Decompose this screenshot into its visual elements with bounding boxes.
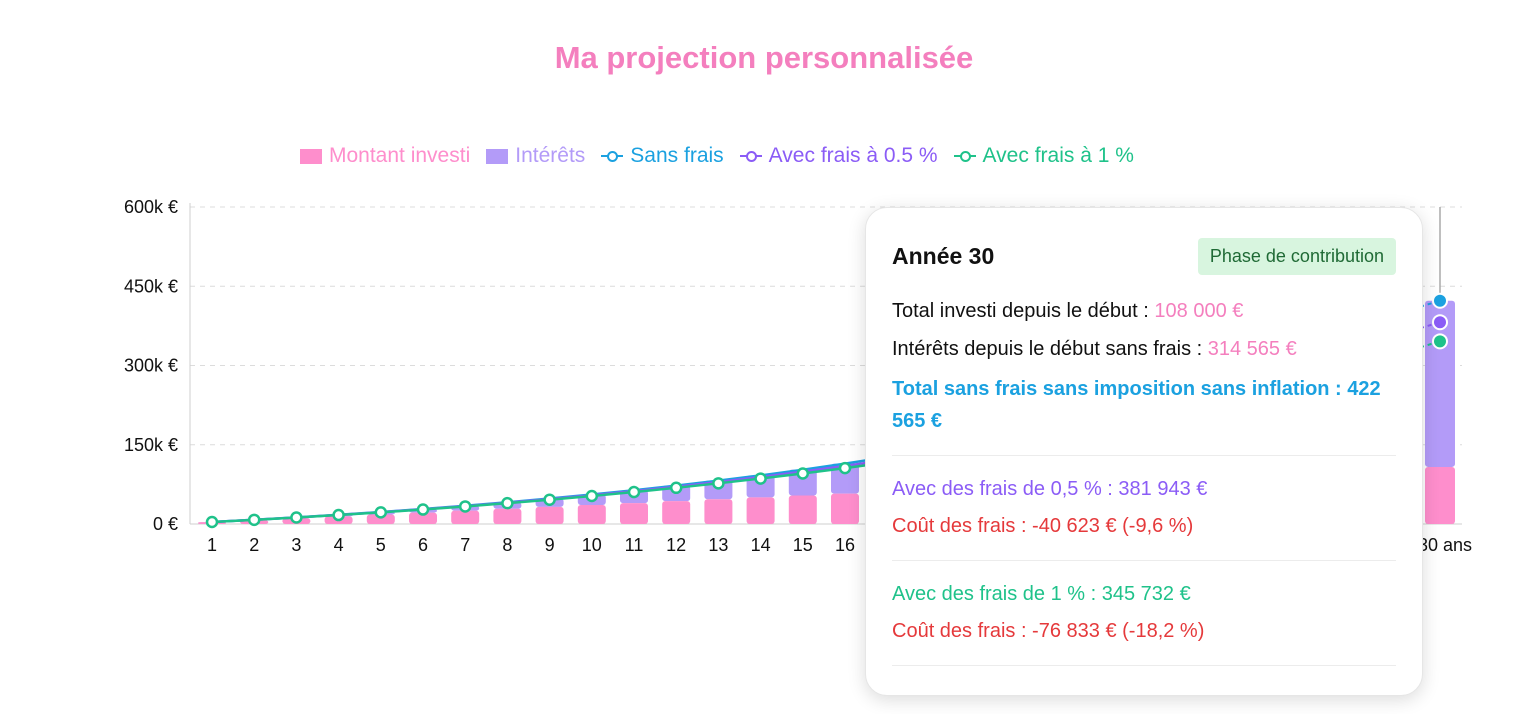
legend-swatch-invested (300, 148, 322, 164)
legend-item-fee-05[interactable]: Avec frais à 0.5 % (739, 144, 938, 168)
tooltip-year: Année 30 (892, 243, 995, 269)
legend-item-interest[interactable]: Intérêts (486, 144, 585, 168)
tooltip-interest-value: 314 565 € (1207, 338, 1297, 360)
point-fee-1 (669, 481, 683, 495)
x-tick-label: 12 (666, 535, 686, 555)
tooltip-total-no-fee: Total sans frais sans imposition sans in… (892, 378, 1381, 432)
legend-swatch-interest (486, 148, 509, 164)
bar-invested (788, 495, 817, 524)
point-fee-1 (627, 485, 641, 499)
bar-interest (746, 475, 775, 498)
bar-interest (788, 469, 817, 496)
point-fee-1 (205, 515, 219, 529)
bar-invested (662, 501, 691, 524)
legend-label-interest: Intérêts (515, 144, 586, 167)
bar-invested (746, 497, 775, 524)
x-tick-label: 1 (207, 535, 217, 555)
bar-invested (704, 499, 733, 524)
active-point-fee-1 (1432, 333, 1448, 350)
legend-label-no-fee: Sans frais (630, 144, 724, 167)
legend-item-fee-1[interactable]: Avec frais à 1 % (953, 144, 1134, 168)
chart-tooltip: Année 30 Phase de contribution Total inv… (865, 207, 1423, 696)
bar-invested (451, 510, 480, 524)
legend-line-marker-icon (739, 148, 762, 164)
point-fee-1 (501, 496, 514, 510)
point-fee-1 (585, 489, 599, 503)
bar-invested (493, 508, 522, 524)
bar-invested (831, 493, 859, 524)
point-fee-1 (458, 500, 472, 513)
chart-legend: Montant investi Intérêts Sans frais Avec… (300, 144, 1134, 168)
tooltip-fee1-cost: Coût des frais : -76 833 € (-18,2 %) (892, 620, 1205, 642)
tooltip-divider (892, 560, 1396, 561)
phase-badge: Phase de contribution (1197, 238, 1396, 275)
point-fee-1 (247, 513, 261, 527)
bar-invested (577, 504, 606, 524)
x-tick-label: 7 (460, 535, 470, 555)
x-tick-label: 3 (291, 535, 301, 555)
point-fee-1 (796, 467, 810, 480)
legend-item-no-fee[interactable]: Sans frais (601, 144, 724, 168)
point-fee-1 (332, 508, 345, 522)
legend-label-fee-1: Avec frais à 1 % (982, 144, 1134, 167)
tooltip-divider (892, 665, 1396, 666)
bar-invested (1425, 466, 1455, 524)
legend-item-invested[interactable]: Montant investi (300, 144, 470, 168)
tooltip-fee05-cost: Coût des frais : -40 623 € (-9,6 %) (892, 515, 1194, 537)
tooltip-invested-value: 108 000 € (1154, 300, 1244, 322)
legend-label-fee-05: Avec frais à 0.5 % (768, 144, 938, 167)
x-tick-label: 8 (502, 535, 512, 555)
legend-label-invested: Montant investi (329, 144, 471, 167)
tooltip-fee05-total: Avec des frais de 0,5 % : 381 943 € (892, 478, 1208, 500)
legend-line-marker-icon (953, 148, 976, 164)
bar-invested (620, 503, 648, 524)
tooltip-invested: Total investi depuis le début : 108 000 … (892, 297, 1396, 325)
point-fee-1 (543, 493, 556, 506)
tooltip-interest-label: Intérêts depuis le début sans frais : (892, 338, 1208, 360)
active-point-no-fee (1432, 292, 1448, 309)
x-tick-label: 15 (793, 535, 813, 555)
y-tick-label: 0 € (153, 514, 178, 534)
point-fee-1 (374, 506, 388, 519)
x-tick-label: 5 (376, 535, 386, 555)
x-tick-label: 14 (751, 535, 771, 555)
bar-invested (366, 514, 395, 524)
x-tick-label: 30 ans (1418, 535, 1472, 555)
x-tick-label: 13 (708, 535, 728, 555)
page-title: Ma projection personnalisée (554, 40, 974, 75)
tooltip-interest: Intérêts depuis le début sans frais : 31… (892, 335, 1396, 363)
x-tick-label: 2 (249, 535, 259, 555)
x-tick-label: 10 (582, 535, 602, 555)
point-fee-1 (838, 461, 852, 475)
y-tick-label: 150k € (124, 435, 178, 455)
tooltip-invested-label: Total investi depuis le début : (892, 300, 1155, 322)
x-tick-label: 9 (545, 535, 555, 555)
point-fee-1 (712, 477, 725, 490)
bar-invested (535, 506, 564, 524)
point-fee-1 (290, 511, 303, 524)
tooltip-divider (892, 455, 1396, 456)
x-tick-label: 6 (418, 535, 428, 555)
x-tick-label: 4 (334, 535, 344, 555)
point-fee-1 (754, 472, 767, 485)
bar-interest (704, 480, 733, 500)
y-tick-label: 600k € (124, 197, 178, 217)
y-tick-label: 300k € (124, 356, 178, 376)
x-tick-label: 11 (625, 535, 644, 555)
x-tick-label: 16 (835, 535, 855, 555)
y-tick-label: 450k € (124, 276, 178, 296)
legend-line-marker-icon (601, 148, 624, 164)
point-fee-1 (416, 503, 430, 516)
bar-invested (409, 512, 437, 524)
tooltip-fee1-total: Avec des frais de 1 % : 345 732 € (892, 583, 1191, 605)
bar-interest (831, 463, 859, 494)
active-point-fee-05 (1432, 314, 1448, 331)
